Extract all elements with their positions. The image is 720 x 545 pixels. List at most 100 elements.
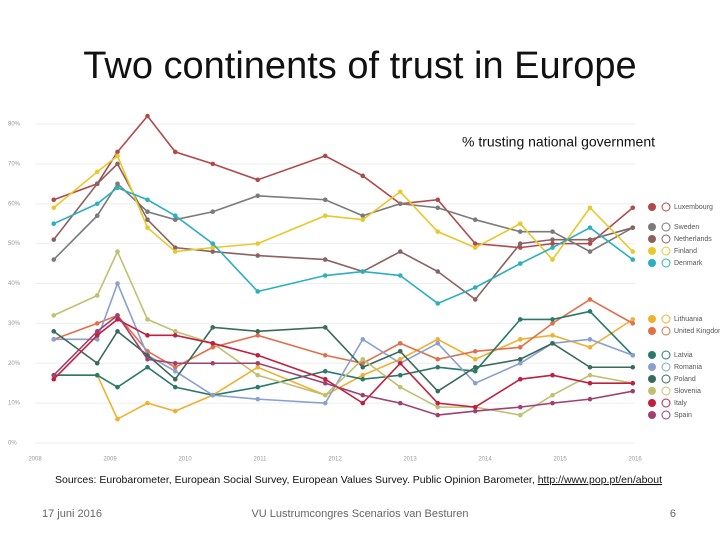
data-point <box>587 309 593 314</box>
data-point <box>472 364 478 370</box>
data-point <box>360 217 366 222</box>
data-point <box>210 360 216 366</box>
data-point <box>517 376 523 382</box>
data-point <box>172 213 178 219</box>
data-point <box>94 293 100 298</box>
data-point <box>397 249 403 254</box>
x-tick-label: 2009 <box>103 457 117 463</box>
data-point <box>51 372 57 378</box>
legend-ring <box>661 234 671 244</box>
data-point <box>255 289 261 294</box>
legend-entry: Netherlands <box>648 234 712 244</box>
data-point <box>630 364 636 370</box>
data-point <box>472 348 478 354</box>
data-point <box>550 392 555 398</box>
data-point <box>587 297 593 302</box>
y-tick-label: 0% <box>8 441 17 447</box>
legend-swatch <box>648 327 656 335</box>
data-point <box>550 372 555 378</box>
data-point <box>517 245 523 250</box>
x-tick-label: 2010 <box>178 457 192 463</box>
data-point <box>630 257 636 262</box>
data-point <box>51 221 57 226</box>
legend-ring <box>661 326 671 336</box>
data-point <box>94 181 100 187</box>
data-point <box>550 400 555 406</box>
data-point <box>472 356 478 362</box>
data-point <box>51 337 57 342</box>
chart-subtitle: % trusting national government <box>462 134 655 150</box>
data-point <box>115 416 120 422</box>
data-point <box>360 173 366 179</box>
data-point <box>255 193 261 199</box>
data-point <box>210 209 216 215</box>
data-point <box>172 364 178 370</box>
data-point <box>172 360 178 366</box>
data-point <box>550 317 555 322</box>
data-point <box>435 356 441 362</box>
data-point <box>322 392 328 398</box>
data-point <box>145 113 150 119</box>
data-point <box>550 333 555 338</box>
series-line <box>53 326 633 393</box>
x-tick-label: 2012 <box>328 457 342 463</box>
data-point <box>255 253 261 258</box>
data-point <box>397 356 403 362</box>
data-point <box>115 313 120 318</box>
y-tick-label: 40% <box>8 281 21 287</box>
data-point <box>210 392 216 398</box>
data-point <box>630 352 636 358</box>
data-point <box>550 241 555 246</box>
y-tick-label: 70% <box>8 161 21 167</box>
data-point <box>210 241 216 246</box>
data-point <box>51 197 57 203</box>
legend-ring <box>661 350 671 360</box>
data-point <box>172 249 178 254</box>
source-link[interactable]: http://www.pop.pt/en/about <box>538 474 662 486</box>
data-point <box>397 348 403 354</box>
series-line <box>53 281 634 404</box>
data-point <box>145 333 150 338</box>
data-point <box>587 249 593 254</box>
data-point <box>550 229 555 234</box>
data-point <box>94 337 100 342</box>
legend-swatch <box>648 375 656 383</box>
y-tick-label: 10% <box>8 401 21 407</box>
data-point <box>51 257 57 262</box>
x-tick-label: 2016 <box>628 457 642 463</box>
data-point <box>517 404 523 410</box>
data-point <box>630 205 636 211</box>
data-point <box>397 372 403 378</box>
data-point <box>472 241 478 246</box>
data-point <box>210 345 216 350</box>
data-point <box>517 412 523 418</box>
data-point <box>397 341 403 346</box>
legend-label: United Kingdom <box>674 328 720 335</box>
data-point <box>255 360 261 366</box>
x-tick-label: 2013 <box>403 457 417 463</box>
data-point <box>51 376 57 382</box>
data-point <box>550 245 555 250</box>
data-point <box>145 400 150 406</box>
data-point <box>360 364 366 370</box>
data-point <box>322 213 328 219</box>
legend-swatch <box>648 203 656 211</box>
data-point <box>435 364 441 370</box>
data-point <box>397 360 403 366</box>
legend-label: Netherlands <box>674 236 712 243</box>
legend-ring <box>661 386 671 396</box>
source: Sources: Eurobarometer, European Social … <box>55 474 662 486</box>
data-point <box>115 384 120 390</box>
data-point <box>587 225 593 230</box>
data-point <box>255 396 261 402</box>
data-point <box>51 237 57 242</box>
data-point <box>630 388 636 394</box>
data-point <box>587 241 593 246</box>
data-point <box>322 380 328 386</box>
data-point <box>145 356 150 362</box>
data-point <box>172 149 178 155</box>
data-point <box>172 408 178 414</box>
y-tick-label: 80% <box>8 122 21 128</box>
x-tick-label: 2011 <box>254 457 268 463</box>
data-point <box>172 384 178 390</box>
